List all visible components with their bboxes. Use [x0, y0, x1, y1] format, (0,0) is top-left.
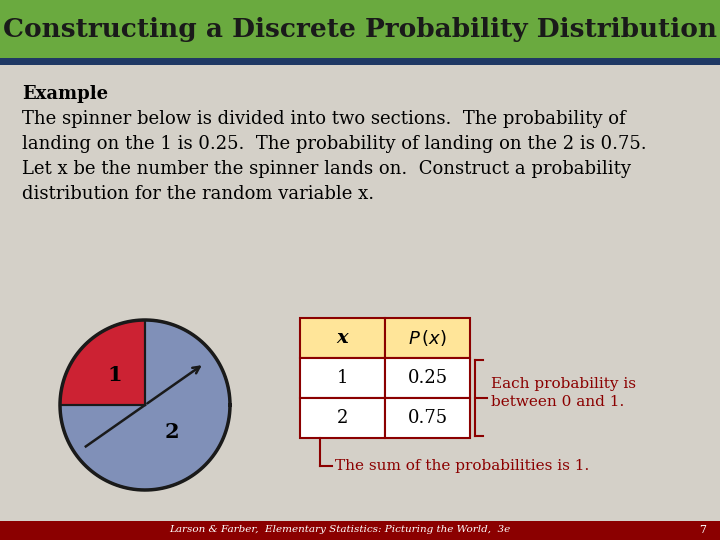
Text: 1: 1 — [337, 369, 348, 387]
FancyBboxPatch shape — [385, 318, 470, 358]
Polygon shape — [60, 320, 145, 405]
Text: 0.25: 0.25 — [408, 369, 448, 387]
Text: Larson & Farber,  Elementary Statistics: Picturing the World,  3e: Larson & Farber, Elementary Statistics: … — [169, 525, 510, 535]
Text: :: : — [90, 85, 96, 103]
Text: Each probability is
between 0 and 1.: Each probability is between 0 and 1. — [491, 377, 636, 409]
FancyBboxPatch shape — [385, 358, 470, 398]
Text: 2: 2 — [165, 422, 179, 442]
Text: $P\,(x)$: $P\,(x)$ — [408, 328, 447, 348]
FancyBboxPatch shape — [0, 58, 720, 65]
FancyBboxPatch shape — [300, 318, 385, 358]
Text: distribution for the random variable x.: distribution for the random variable x. — [22, 185, 374, 203]
Text: The sum of the probabilities is 1.: The sum of the probabilities is 1. — [335, 459, 589, 473]
FancyBboxPatch shape — [300, 398, 385, 438]
Polygon shape — [60, 320, 230, 490]
Text: 2: 2 — [337, 409, 348, 427]
Text: 7: 7 — [700, 525, 706, 535]
Text: Let x be the number the spinner lands on.  Construct a probability: Let x be the number the spinner lands on… — [22, 160, 631, 178]
FancyBboxPatch shape — [300, 358, 385, 398]
Text: 1: 1 — [107, 365, 122, 385]
Text: landing on the 1 is 0.25.  The probability of landing on the 2 is 0.75.: landing on the 1 is 0.25. The probabilit… — [22, 135, 647, 153]
Text: x: x — [337, 329, 348, 347]
Text: The spinner below is divided into two sections.  The probability of: The spinner below is divided into two se… — [22, 110, 626, 128]
FancyBboxPatch shape — [0, 521, 720, 540]
FancyBboxPatch shape — [0, 0, 720, 58]
Text: Example: Example — [22, 85, 108, 103]
FancyBboxPatch shape — [385, 398, 470, 438]
Text: 0.75: 0.75 — [408, 409, 448, 427]
Text: Constructing a Discrete Probability Distribution: Constructing a Discrete Probability Dist… — [3, 17, 717, 43]
